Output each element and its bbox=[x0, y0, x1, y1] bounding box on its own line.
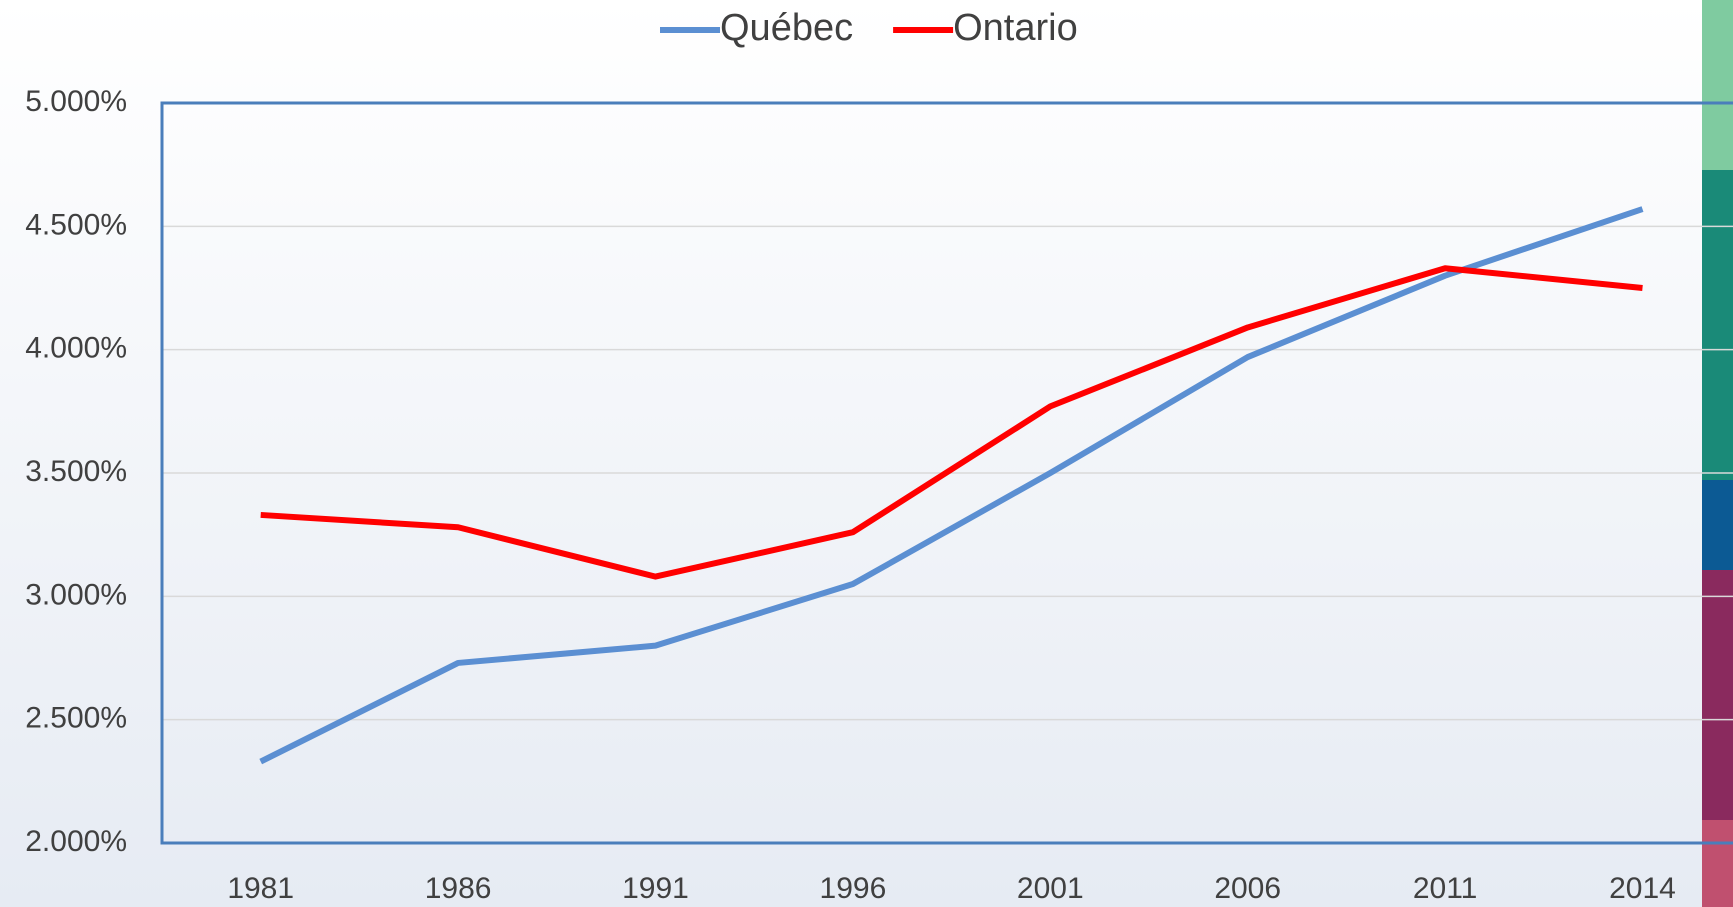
background bbox=[0, 0, 1733, 907]
y-tick-label: 3.000% bbox=[25, 578, 127, 611]
x-tick-label: 2001 bbox=[1017, 872, 1084, 905]
x-tick-label: 1991 bbox=[622, 872, 689, 905]
y-tick-label: 5.000% bbox=[25, 85, 127, 118]
side-decoration bbox=[1702, 0, 1733, 907]
y-tick-label: 4.500% bbox=[25, 208, 127, 241]
page: {"chart_data": {"type": "line", "categor… bbox=[0, 0, 1733, 907]
y-tick-label: 3.500% bbox=[25, 455, 127, 488]
x-tick-label: 1986 bbox=[425, 872, 492, 905]
x-tick-label: 2011 bbox=[1413, 872, 1478, 905]
legend-label: Ontario bbox=[953, 7, 1078, 49]
x-tick-label: 2014 bbox=[1609, 872, 1676, 905]
y-tick-label: 2.500% bbox=[25, 702, 127, 735]
legend-label: Québec bbox=[720, 7, 853, 49]
chart: 2.000% 2.500% 3.000% 3.500% 4.000% 4.500% 5.00… bbox=[0, 0, 1733, 907]
x-tick-label: 2006 bbox=[1214, 872, 1281, 905]
x-tick-label: 1996 bbox=[820, 872, 887, 905]
y-tick-label: 2.000% bbox=[25, 825, 127, 858]
y-tick-label: 4.000% bbox=[25, 332, 127, 365]
x-tick-label: 1981 bbox=[227, 872, 294, 905]
